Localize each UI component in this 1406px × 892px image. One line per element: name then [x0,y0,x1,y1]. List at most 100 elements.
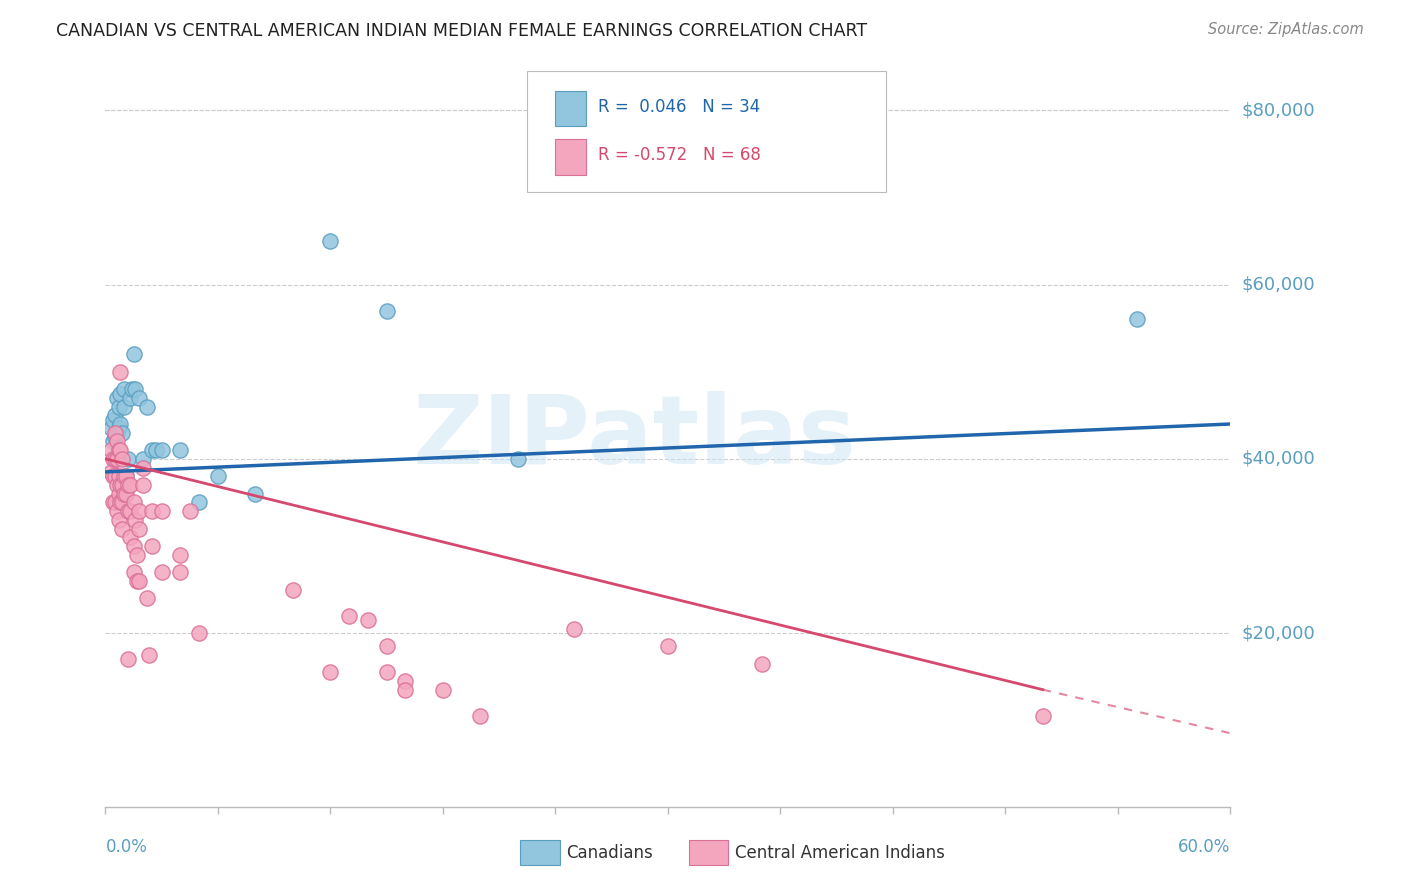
Point [115,469,138,483]
Point [100,443,122,458]
Point [105,478,128,492]
Point [118,478,141,492]
Point [112,382,135,396]
Point [107,469,129,483]
Point [751,657,773,671]
Point [1125,312,1147,326]
Point [105,504,128,518]
Point [132,451,155,466]
Point [104,469,127,483]
Point [128,391,150,405]
Point [118,504,141,518]
Point [100,421,122,435]
Text: Canadians: Canadians [567,844,654,862]
Text: R = -0.572   N = 68: R = -0.572 N = 68 [598,146,761,164]
Point [101,451,124,466]
Point [117,478,139,492]
Point [118,391,141,405]
Point [105,391,128,405]
Point [115,486,138,500]
Point [150,443,173,458]
Point [107,421,129,435]
Point [104,425,127,440]
Text: ZIPatlas: ZIPatlas [412,391,856,483]
Point [110,417,132,431]
Point [107,400,129,414]
Point [145,443,167,458]
Point [562,622,585,636]
Text: Central American Indians: Central American Indians [735,844,945,862]
Point [111,495,134,509]
Text: Source: ZipAtlas.com: Source: ZipAtlas.com [1208,22,1364,37]
Point [141,539,163,553]
Text: R =  0.046   N = 34: R = 0.046 N = 34 [598,98,759,116]
Point [135,400,157,414]
Point [104,495,127,509]
Point [127,548,149,562]
Text: $20,000: $20,000 [1241,624,1315,642]
Point [470,708,492,723]
Point [122,539,145,553]
Point [135,591,157,606]
Point [169,443,191,458]
Point [124,513,146,527]
Point [111,522,134,536]
Point [432,682,454,697]
Point [150,504,173,518]
Point [117,451,139,466]
Point [132,460,155,475]
Point [169,548,191,562]
Text: $40,000: $40,000 [1241,450,1315,468]
Point [127,574,149,588]
Point [110,443,132,458]
Point [104,409,127,423]
Point [105,451,128,466]
Point [111,425,134,440]
Point [110,386,132,401]
Point [132,478,155,492]
Point [128,522,150,536]
Point [141,504,163,518]
Point [121,382,143,396]
Point [118,530,141,544]
Point [107,513,129,527]
Point [112,400,135,414]
Point [179,504,201,518]
Point [319,665,342,680]
Text: $60,000: $60,000 [1241,276,1315,293]
Point [506,451,529,466]
Point [128,504,150,518]
Point [117,504,139,518]
Point [122,347,145,361]
Point [104,451,127,466]
Point [111,478,134,492]
Point [138,648,160,662]
Point [207,469,229,483]
Point [169,565,191,579]
Point [657,639,679,653]
Point [107,486,129,500]
Point [100,465,122,479]
Point [111,451,134,466]
Point [110,478,132,492]
Point [375,639,398,653]
Point [281,582,304,597]
Point [375,303,398,318]
Point [188,626,211,640]
Point [101,495,124,509]
Point [319,234,342,248]
Point [394,682,416,697]
Point [245,486,267,500]
Point [101,412,124,426]
Point [112,469,135,483]
Point [150,565,173,579]
Point [188,495,211,509]
Point [337,608,360,623]
Point [110,495,132,509]
Point [122,495,145,509]
Point [124,382,146,396]
Point [105,425,128,440]
Point [1032,708,1054,723]
Point [357,613,380,627]
Point [101,469,124,483]
